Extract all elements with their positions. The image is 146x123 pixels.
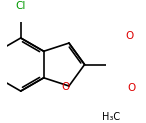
Text: O: O [62,82,70,92]
Text: O: O [125,31,133,41]
Text: H₃C: H₃C [102,112,120,122]
Text: O: O [127,83,135,92]
Text: Cl: Cl [15,1,25,11]
